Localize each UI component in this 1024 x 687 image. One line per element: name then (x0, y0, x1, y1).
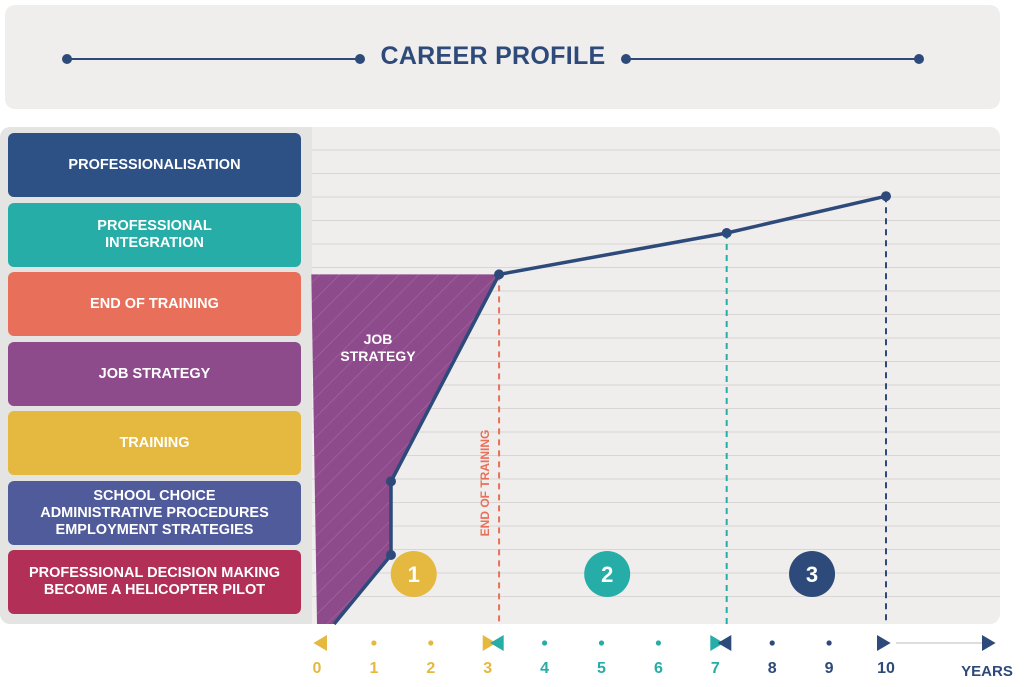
stage-label: TRAINING (119, 434, 190, 451)
title-left-line (67, 58, 360, 60)
x-tick-label: 9 (825, 660, 834, 677)
job-strategy-area-label: JOB STRATEGY (340, 331, 416, 364)
career-line-point (881, 191, 891, 202)
phase-circle (390, 551, 437, 597)
phase-end-arrow-icon (710, 635, 724, 651)
phase-label: 1 (408, 562, 420, 587)
stage-box: PROFESSIONAL DECISION MAKING BECOME A HE… (8, 550, 301, 614)
phase-start-arrow-icon (313, 635, 327, 651)
x-axis-tick-dot (769, 640, 775, 646)
stage-label: PROFESSIONAL INTEGRATION (97, 218, 212, 251)
phase-end-arrow-icon (482, 635, 497, 651)
years-arrow-icon (982, 635, 996, 651)
stage-box: SCHOOL CHOICE ADMINISTRATIVE PROCEDURES … (8, 481, 301, 545)
phase-label: 2 (601, 562, 613, 587)
x-tick-label: 5 (597, 660, 606, 677)
phase-circle (789, 551, 836, 597)
stage-box: JOB STRATEGY (8, 342, 301, 406)
x-axis-tick-dot (598, 640, 605, 646)
x-axis-tick-dot (371, 640, 377, 646)
career-line-point (721, 228, 732, 238)
x-axis-unit-label: YEARS (961, 663, 1013, 680)
career-line-point (494, 269, 505, 280)
title-panel (5, 5, 1000, 109)
phase-start-arrow-icon (490, 635, 504, 651)
x-tick-label: 1 (369, 660, 378, 677)
page-title: CAREER PROFILE (380, 42, 606, 70)
stage-label: SCHOOL CHOICE ADMINISTRATIVE PROCEDURES … (40, 487, 269, 538)
x-tick-label: 8 (768, 660, 777, 677)
stage-label: END OF TRAINING (90, 295, 219, 312)
title-left-inner-dot (355, 54, 365, 64)
milestone-marker-label: END OF TRAINING (478, 430, 492, 537)
stage-label: JOB STRATEGY (98, 365, 211, 382)
stage-box: PROFESSIONAL INTEGRATION (8, 203, 301, 267)
stage-label: PROFESSIONAL DECISION MAKING BECOME A HE… (28, 565, 281, 598)
phase-end-arrow-icon (877, 635, 891, 651)
phase-label: 3 (806, 562, 818, 587)
career-line-point (385, 550, 396, 560)
phase-circle (584, 551, 631, 597)
stage-box: PROFESSIONALISATION (8, 133, 301, 197)
x-axis-tick-dot (428, 640, 434, 646)
x-tick-label: 2 (426, 660, 435, 677)
x-tick-label: 7 (711, 660, 720, 677)
x-tick-label: 10 (877, 660, 895, 677)
x-tick-label: 6 (654, 660, 663, 677)
x-tick-label: 4 (540, 660, 549, 677)
title-right-dot (914, 54, 924, 64)
stage-label: PROFESSIONALISATION (68, 156, 241, 173)
x-axis-tick-dot (826, 640, 832, 646)
x-tick-label: 3 (483, 660, 492, 677)
phase-start-arrow-icon (717, 635, 732, 651)
title-right-line (626, 58, 919, 60)
x-axis-tick-dot (655, 640, 662, 646)
stage-box: END OF TRAINING (8, 272, 301, 336)
career-line-point (385, 476, 396, 487)
x-axis-tick-dot (542, 640, 548, 646)
career-line (332, 194, 887, 626)
stage-box: TRAINING (8, 411, 301, 475)
x-tick-label: 0 (313, 660, 322, 677)
